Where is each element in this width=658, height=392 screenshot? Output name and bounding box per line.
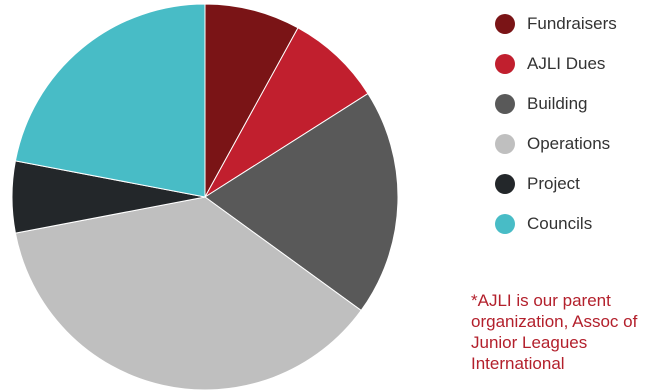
legend-label-project: Project: [527, 174, 580, 193]
legend-item-building: Building: [495, 84, 617, 124]
pie-slice-ajli-dues: [204, 27, 369, 198]
legend-swatch-councils: [495, 214, 515, 234]
legend-label-fundraisers: Fundraisers: [527, 14, 617, 33]
legend: Fundraisers AJLI Dues Building Operation…: [495, 4, 617, 244]
legend-item-operations: Operations: [495, 124, 617, 164]
legend-label-ajli-dues: AJLI Dues: [527, 54, 606, 73]
pie-slice-fundraisers: [204, 3, 299, 198]
legend-item-fundraisers: Fundraisers: [495, 4, 617, 44]
pie-slice-operations: [14, 196, 362, 391]
legend-swatch-ajli-dues: [495, 54, 515, 74]
legend-swatch-fundraisers: [495, 14, 515, 34]
legend-label-building: Building: [527, 94, 588, 113]
pie-slice-councils: [14, 3, 206, 198]
legend-swatch-operations: [495, 134, 515, 154]
legend-swatch-building: [495, 94, 515, 114]
legend-item-councils: Councils: [495, 204, 617, 244]
legend-item-project: Project: [495, 164, 617, 204]
pie-chart: [11, 3, 399, 391]
pie-slice-building: [204, 92, 399, 312]
legend-label-operations: Operations: [527, 134, 611, 153]
legend-label-councils: Councils: [527, 214, 593, 233]
footnote: *AJLI is our parent organization, Assoc …: [471, 291, 638, 373]
legend-item-ajli-dues: AJLI Dues: [495, 44, 617, 84]
legend-swatch-project: [495, 174, 515, 194]
